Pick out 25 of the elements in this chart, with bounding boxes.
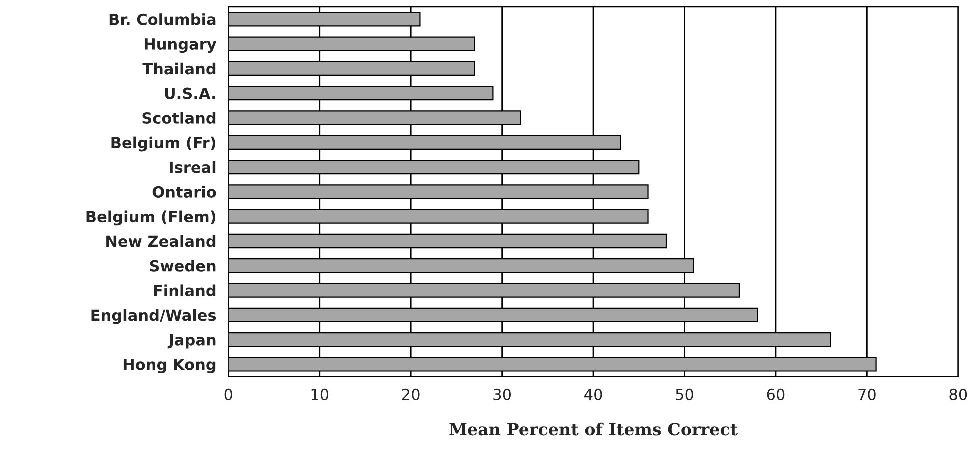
x-tick-label: 40: [584, 388, 602, 400]
x-tick-label: 0: [224, 388, 232, 400]
y-tick-label: Sweden: [150, 260, 216, 272]
x-tick-label: 70: [858, 388, 876, 400]
x-tick-label: 60: [767, 388, 785, 400]
x-tick-label: 20: [402, 388, 420, 400]
y-tick-label: Hong Kong: [124, 359, 216, 374]
x-tick-label: 80: [950, 388, 968, 400]
x-tick-label: 10: [312, 388, 329, 400]
y-tick-label: Scotland: [142, 112, 216, 124]
y-tick-label: Ontario: [152, 186, 216, 198]
y-tick-label: Finland: [154, 284, 216, 297]
y-tick-label: Belgium (Flem): [86, 210, 216, 226]
y-tick-label: U.S.A.: [165, 88, 216, 100]
y-tick-label: Japan: [168, 334, 216, 349]
x-axis-title: Mean Percent of Items Correct: [450, 422, 738, 436]
y-tick-label: Belgium (Fr): [112, 136, 216, 152]
y-tick-label: Thailand: [142, 62, 216, 75]
y-tick-label: England/Wales: [92, 309, 216, 324]
x-tick-label: 50: [676, 388, 694, 400]
y-tick-label: New Zealand: [106, 235, 216, 248]
x-tick-label: 30: [494, 388, 512, 400]
y-tick-label: Isreal: [170, 161, 216, 174]
y-tick-label: Br. Columbia: [110, 14, 216, 26]
y-tick-label: Hungary: [144, 38, 217, 54]
